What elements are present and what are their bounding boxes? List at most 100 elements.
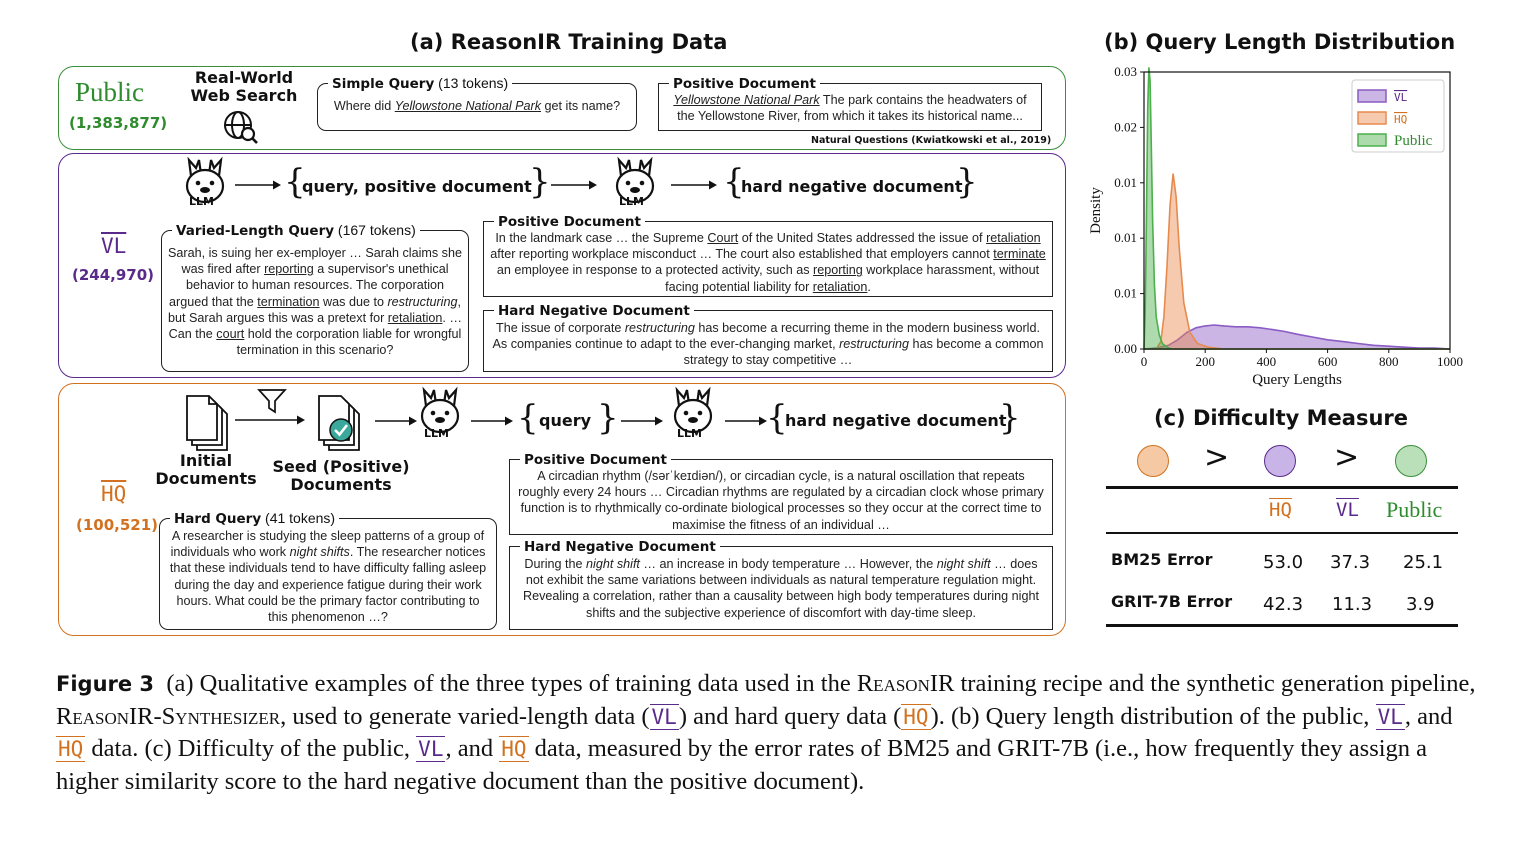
hq-tag: HQ [56,736,86,763]
cell-grit-vl: 11.3 [1332,594,1373,615]
cell-grit-public: 3.9 [1406,594,1435,615]
llm-label-1: LLM [189,195,214,208]
hq-positive-doc-text: A circadian rhythm (/sərˈkeɪdiən/), or c… [518,469,1044,532]
x-tick-label: 200 [1195,354,1215,369]
hq-positive-doc-title: Positive Document [524,452,667,468]
public-count: (1,383,877) [69,114,168,132]
hq-label: HQ [101,482,127,506]
table-top-rule [1106,486,1458,489]
pipe-query-positive: query, positive document [302,177,532,196]
cell-grit-hq: 42.3 [1263,594,1304,615]
hq-circle [1137,445,1169,477]
y-tick-label: 0.01 [1114,286,1137,301]
col-header-vl: VL [1336,499,1359,521]
density-chart: 0 200 400 600 800 1000 0.00 0.01 0.01 0.01 0.02 0.0… [1088,64,1463,388]
vl-hard-negative-text: The issue of corporate restructuring has… [492,321,1044,368]
panel-a-title: (a) ReasonIR Training Data [410,30,728,54]
row-label-grit: GRIT-7B Error [1111,592,1233,611]
public-label: Public [75,77,145,107]
hq-hard-negative-text: During the night shift … an increase in … [523,557,1039,620]
x-tick-label: 400 [1257,354,1277,369]
cell-bm25-vl: 37.3 [1330,552,1371,573]
density-area-vl [1143,324,1451,350]
documents-stack-icon [186,395,228,451]
simple-query-tokens: (13 tokens) [438,75,509,91]
legend-label-public: Public [1394,133,1433,149]
vl-hard-negative-title: Hard Negative Document [498,303,690,319]
arrow-icon [551,180,597,190]
arrow-icon [235,180,281,190]
arrow-icon [725,416,767,426]
pipe-hard-negative: hard negative document [741,177,963,196]
x-axis-label: Query Lengths [1252,372,1342,388]
llama-icon [615,156,655,204]
panel-b-title: (b) Query Length Distribution [1104,30,1456,54]
hq-count: (100,521) [76,516,159,534]
cell-bm25-hq: 53.0 [1263,552,1304,573]
hq-panel: HQ (100,521) Initial Documents Seed (Pos… [58,383,1066,636]
left-brace: { [723,162,745,202]
figure-caption: Figure 3 (a) Qualitative examples of the… [56,670,1476,795]
legend-label-vl: VL [1394,91,1408,104]
filter-icon [257,389,287,414]
llama-icon [185,156,225,204]
nq-citation: Natural Questions (Kwiatkowski et al., 2… [811,135,1052,146]
llm-label-2: LLM [619,195,644,208]
right-brace: } [999,398,1021,438]
llm-label-3: LLM [424,427,449,440]
greater-than-symbol: > [1334,440,1360,475]
hq-tag: HQ [499,736,529,763]
x-tick-label: 800 [1379,354,1399,369]
plot-frame [1143,71,1451,350]
arrow-icon [671,180,717,190]
difficulty-order: > > [1106,440,1458,482]
x-tick-label: 600 [1318,354,1338,369]
y-tick-label: 0.01 [1114,230,1137,245]
simple-query-text: Where did Yellowstone National Park get … [333,99,621,113]
table-bottom-rule [1106,624,1458,627]
figure-label: Figure 3 [56,672,155,696]
llm-label-4: LLM [677,427,702,440]
vl-positive-doc-text: In the landmark case … the Supreme Court… [490,231,1046,294]
left-brace: { [517,398,539,438]
x-tick-label: 0 [1141,354,1148,369]
col-header-public: Public [1386,497,1443,522]
x-tick-label: 1000 [1437,354,1463,369]
right-brace: } [956,162,978,202]
hq-tag: HQ [901,703,931,730]
hq-query-text: A researcher is studying the sleep patte… [169,529,487,625]
hq-query-tokens: (41 tokens) [265,510,336,526]
greater-than-symbol: > [1204,440,1230,475]
right-brace: } [529,162,551,202]
vl-positive-doc-box: Positive Document In the landmark case …… [483,212,1053,297]
public-positive-doc-title: Positive Document [673,76,816,92]
vl-query-tokens: (167 tokens) [337,222,416,238]
panel-c-title: (c) Difficulty Measure [1154,406,1408,430]
difficulty-table: HQ VL Public BM25 Error 53.0 37.3 25.1 G… [1106,486,1458,628]
legend-swatch-vl [1357,89,1387,103]
arrow-icon [235,415,305,425]
left-brace: { [284,162,306,202]
vl-positive-doc-title: Positive Document [498,214,641,230]
vl-tag: VL [1375,703,1405,730]
left-brace: { [766,398,788,438]
arrow-icon [471,416,513,426]
arrow-icon [621,416,663,426]
hq-hard-negative-box: Hard Negative Document During the night … [509,537,1053,630]
cell-bm25-public: 25.1 [1403,552,1444,573]
y-tick-label: 0.02 [1114,119,1137,134]
y-tick-label: 0.03 [1114,64,1137,79]
row-label-bm25: BM25 Error [1111,550,1213,569]
llama-icon [673,386,713,434]
simple-query-box: Simple Query (13 tokens) Where did Yello… [317,74,637,131]
globe-search-icon [224,111,258,144]
initial-documents-label: Initial Documents [155,451,257,488]
vl-query-box: Varied-Length Query (167 tokens) Sarah, … [161,221,469,372]
vl-hard-negative-box: Hard Negative Document The issue of corp… [483,301,1053,372]
y-tick-label: 0.00 [1114,341,1137,356]
hq-positive-doc-box: Positive Document A circadian rhythm (/s… [509,450,1053,535]
simple-query-title: Simple Query [332,76,435,92]
vl-tag: VL [416,736,446,763]
vl-query-text: Sarah, is suing her ex-employer … Sarah … [167,246,462,358]
y-tick-label: 0.01 [1114,175,1137,190]
